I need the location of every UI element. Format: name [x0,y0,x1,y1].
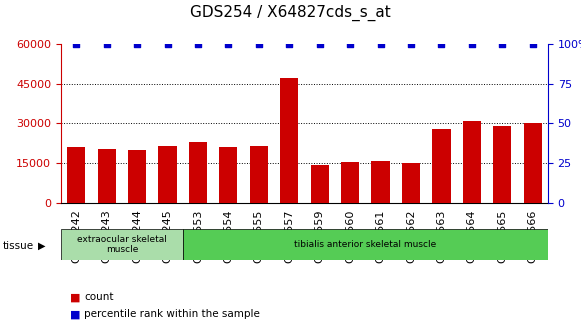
Bar [432,129,450,203]
Bar [371,161,390,203]
Point [285,41,294,46]
Point [224,41,233,46]
Point [71,41,81,46]
Bar [98,149,116,203]
Bar [402,163,420,203]
Bar [159,146,177,203]
Point [163,41,172,46]
Point [437,41,446,46]
Bar [523,124,542,203]
Bar [182,229,548,260]
Text: percentile rank within the sample: percentile rank within the sample [84,309,260,319]
Text: ■: ■ [70,292,80,302]
Text: extraocular skeletal
muscle: extraocular skeletal muscle [77,235,167,254]
Bar [462,121,481,203]
Point [497,41,507,46]
Bar [67,148,85,203]
Bar [61,229,182,260]
Point [346,41,355,46]
Text: ▶: ▶ [38,241,45,251]
Text: tibialis anterior skeletal muscle: tibialis anterior skeletal muscle [294,240,436,249]
Point [132,41,142,46]
Bar [310,165,329,203]
Text: count: count [84,292,114,302]
Point [376,41,385,46]
Point [467,41,476,46]
Point [528,41,537,46]
Point [193,41,203,46]
Bar [219,148,238,203]
Bar [341,162,359,203]
Bar [280,78,299,203]
Point [102,41,112,46]
Bar [189,142,207,203]
Point [406,41,415,46]
Point [315,41,324,46]
Bar [493,126,511,203]
Text: ■: ■ [70,309,80,319]
Bar [250,146,268,203]
Text: tissue: tissue [3,241,34,251]
Point [254,41,263,46]
Text: GDS254 / X64827cds_s_at: GDS254 / X64827cds_s_at [190,5,391,21]
Bar [128,150,146,203]
